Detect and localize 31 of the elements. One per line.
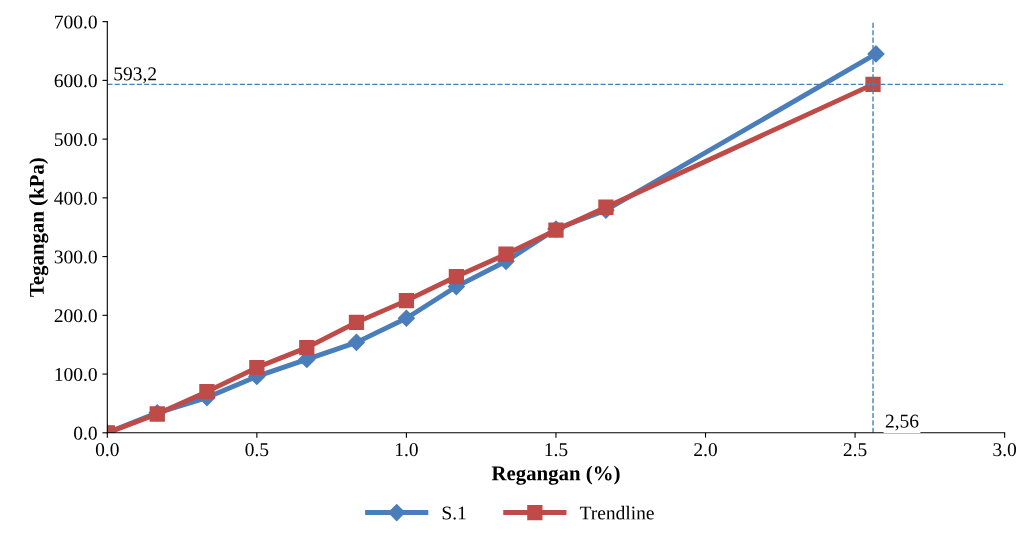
x-tick-label: 3.0 [993,443,1017,457]
x-tick-label: 0.5 [245,443,269,457]
legend-label: S.1 [442,506,466,520]
x-tick-label: 0.0 [95,443,119,457]
point [348,314,365,331]
y-tick-label: 400.0 [54,191,97,205]
y-axis-title: Tegangan (kPa) [29,158,49,297]
y-tick-label: 700.0 [55,15,97,29]
x-tick-label: 1.0 [395,443,418,457]
y-tick-label: 600.0 [54,74,97,88]
point [347,333,366,351]
y-tick-label: 0.0 [74,426,97,440]
y-tick-label: 500.0 [54,132,97,147]
ref-line-label: 2,56 [885,414,919,431]
point [498,246,514,262]
point [398,293,415,309]
point [598,199,614,215]
point [299,339,315,356]
x-tick-label: 2.0 [694,443,717,457]
x-axis-title: Regangan (%) [491,465,620,485]
point [397,309,415,327]
y-tick-label: 200.0 [54,309,97,323]
x-tick-label: 2.5 [843,443,867,457]
y-tick-label: 300.0 [54,250,97,264]
point [199,384,215,400]
point [249,359,265,376]
point [448,268,465,285]
x-tick-label: 1.5 [545,443,568,457]
y-tick-label: 100.0 [55,367,97,382]
ref-line-label: 593,2 [114,67,156,84]
legend-label: Trendline [579,505,654,520]
